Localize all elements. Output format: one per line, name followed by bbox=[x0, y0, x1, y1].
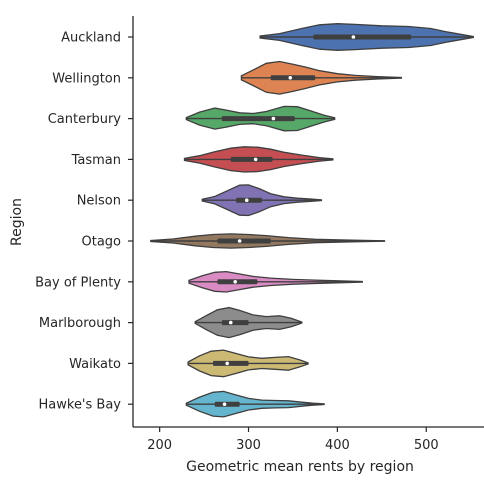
violin-iqr-waikato bbox=[212, 360, 249, 366]
violin-median-marlborough bbox=[228, 320, 233, 325]
x-tick-label-500: 500 bbox=[414, 438, 439, 453]
violin-median-canterbury bbox=[271, 116, 276, 121]
violin-iqr-marlborough bbox=[221, 320, 249, 326]
violin-median-hawke-s-bay bbox=[222, 402, 227, 407]
y-axis-title: Region bbox=[9, 198, 25, 246]
x-tick-label-300: 300 bbox=[236, 438, 261, 453]
violin-iqr-auckland bbox=[313, 34, 412, 40]
violin-nelson bbox=[201, 184, 323, 217]
violin-otago bbox=[150, 233, 386, 249]
y-tick-label-wellington: Wellington bbox=[52, 71, 121, 86]
violin-iqr-tasman bbox=[230, 156, 273, 162]
violin-iqr-nelson bbox=[236, 197, 262, 203]
violin-marlborough bbox=[194, 306, 303, 339]
y-tick-label-otago: Otago bbox=[81, 235, 121, 250]
violin-median-waikato bbox=[225, 361, 229, 366]
y-tick-label-tasman: Tasman bbox=[71, 153, 121, 168]
violin-bay-of-plenty bbox=[188, 270, 363, 293]
y-tick-label-auckland: Auckland bbox=[61, 31, 121, 46]
violin-wellington bbox=[240, 60, 403, 95]
violin-median-otago bbox=[237, 239, 242, 243]
violin-iqr-hawke-s-bay bbox=[214, 401, 240, 407]
y-tick-label-canterbury: Canterbury bbox=[48, 112, 122, 127]
x-axis-title: Geometric mean rents by region bbox=[186, 459, 414, 475]
x-tick-label-200: 200 bbox=[147, 438, 172, 453]
x-tick-label-400: 400 bbox=[325, 438, 350, 453]
y-tick-label-nelson: Nelson bbox=[77, 194, 121, 209]
violin-hawke-s-bay bbox=[185, 390, 325, 418]
y-tick-label-marlborough: Marlborough bbox=[39, 316, 121, 331]
violin-iqr-canterbury bbox=[221, 116, 295, 122]
violin-tasman bbox=[183, 146, 334, 173]
y-tick-label-hawke-s-bay: Hawke's Bay bbox=[39, 398, 122, 413]
violin-auckland bbox=[259, 23, 474, 51]
violin-iqr-bay-of-plenty bbox=[217, 279, 258, 285]
violin-median-bay-of-plenty bbox=[233, 280, 237, 284]
violin-median-tasman bbox=[253, 157, 258, 162]
violin-waikato bbox=[187, 349, 309, 378]
y-tick-label-bay-of-plenty: Bay of Plenty bbox=[35, 275, 121, 290]
violin-canterbury bbox=[185, 105, 336, 132]
violin-iqr-wellington bbox=[270, 75, 316, 81]
violin-median-nelson bbox=[244, 198, 249, 202]
violin-median-wellington bbox=[288, 76, 293, 80]
y-tick-label-waikato: Waikato bbox=[69, 357, 121, 372]
violin-median-auckland bbox=[351, 35, 356, 39]
violin-iqr-otago bbox=[217, 238, 271, 244]
